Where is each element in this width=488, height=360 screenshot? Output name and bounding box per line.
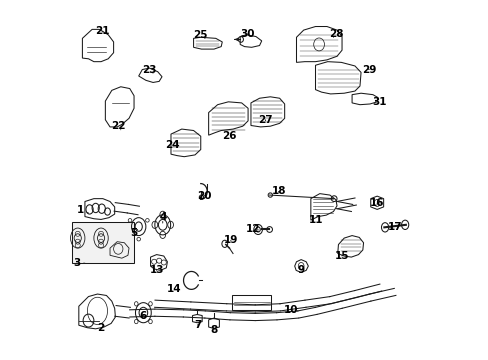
Text: 7: 7 [194, 320, 201, 330]
Text: 6: 6 [140, 311, 147, 320]
Text: 25: 25 [193, 30, 207, 40]
Text: 23: 23 [142, 64, 156, 75]
Text: 27: 27 [258, 115, 272, 125]
Text: 10: 10 [284, 305, 298, 315]
Text: 2: 2 [97, 323, 104, 333]
Text: 4: 4 [159, 212, 166, 223]
Text: 5: 5 [130, 228, 138, 238]
Text: 8: 8 [210, 325, 217, 335]
Text: 18: 18 [271, 186, 285, 197]
Text: 24: 24 [165, 140, 180, 150]
Text: 14: 14 [167, 284, 182, 294]
Text: 12: 12 [246, 225, 260, 234]
Text: 13: 13 [149, 265, 163, 275]
Text: 26: 26 [222, 131, 236, 141]
Text: 30: 30 [240, 29, 254, 39]
Text: 19: 19 [223, 235, 238, 245]
Bar [72, 222, 134, 263]
Bar [231, 295, 271, 310]
Text: 16: 16 [369, 198, 384, 208]
Text: 20: 20 [197, 191, 211, 201]
Text: 1: 1 [77, 206, 88, 216]
Text: 15: 15 [334, 251, 348, 261]
Text: 3: 3 [73, 258, 85, 268]
Text: 21: 21 [95, 26, 110, 36]
Text: 29: 29 [362, 64, 376, 75]
Text: 22: 22 [111, 121, 125, 131]
Text: 17: 17 [387, 222, 402, 232]
Text: 28: 28 [328, 29, 343, 39]
Text: 9: 9 [297, 265, 304, 275]
Text: 31: 31 [372, 97, 386, 107]
Text: 11: 11 [308, 215, 323, 225]
